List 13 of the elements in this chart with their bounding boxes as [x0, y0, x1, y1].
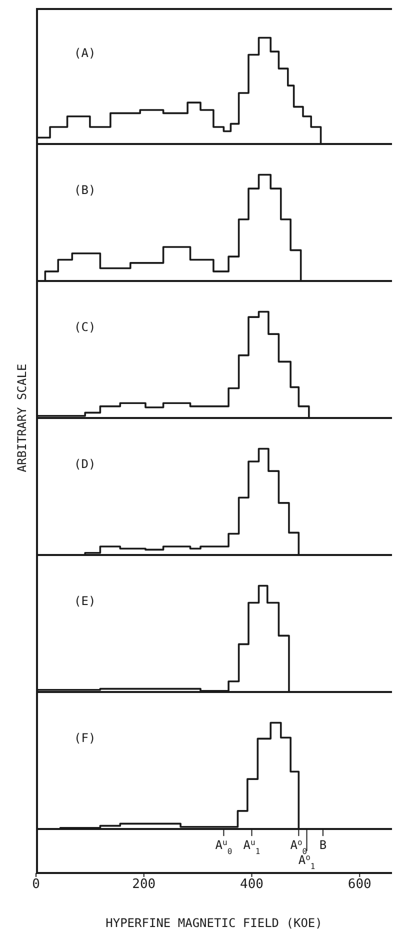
x-tick-label: 600	[348, 877, 372, 892]
x-axis-title: HYPERFINE MAGNETIC FIELD (KOE)	[106, 916, 322, 930]
x-tick-label: 200	[132, 877, 156, 892]
x-tick-label: 0	[32, 877, 40, 892]
annotation: (B)	[74, 183, 96, 197]
annotation: (A)	[74, 46, 96, 60]
annotation: (F)	[74, 731, 96, 745]
annotation: (D)	[74, 457, 96, 471]
annotation: (C)	[74, 320, 96, 334]
y-axis-title: ARBITRARY SCALE	[15, 362, 30, 474]
x-tick-label: 400	[240, 877, 264, 892]
annotation: (E)	[74, 594, 96, 608]
ref-line-label: B	[319, 838, 327, 852]
